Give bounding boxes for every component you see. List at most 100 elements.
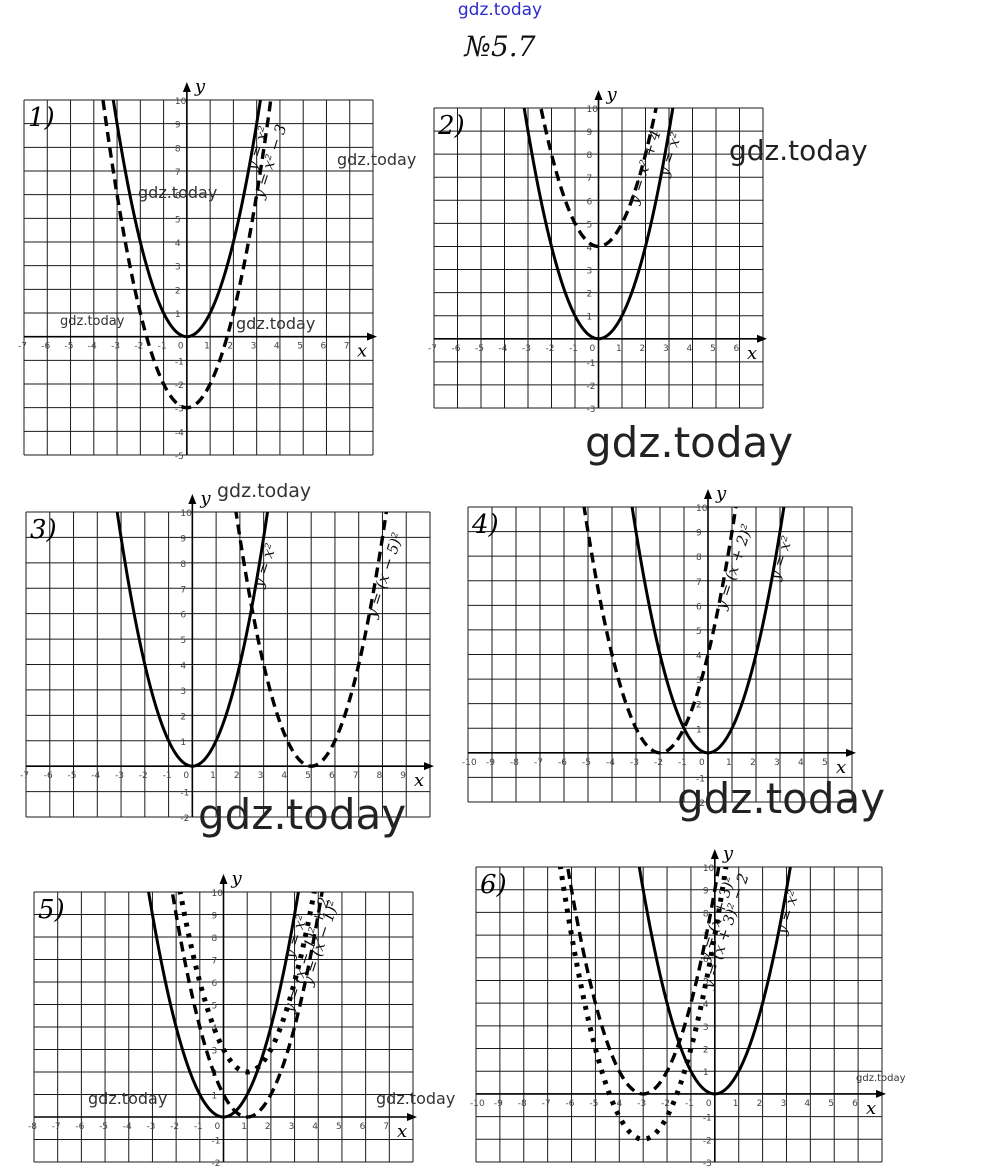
y-tick-label: -5 <box>175 452 184 462</box>
y-tick-label: 8 <box>587 151 593 161</box>
series-curve-1 <box>630 507 786 755</box>
y-tick-label: 3 <box>587 267 593 277</box>
watermark-3: gdz.today <box>60 314 125 329</box>
x-tick-label: -7 <box>20 771 29 781</box>
y-tick-label: 9 <box>703 887 709 897</box>
y-axis-arrow <box>594 90 603 100</box>
panel-label: 5) <box>38 895 65 925</box>
x-tick-label: -3 <box>146 1122 155 1132</box>
x-tick-label: 9 <box>400 771 406 781</box>
x-tick-label: 3 <box>258 771 264 781</box>
x-tick-label: -8 <box>28 1122 37 1132</box>
y-tick-label: 3 <box>703 1023 709 1033</box>
watermark-8: gdz.today <box>198 790 407 839</box>
y-tick-label: 3 <box>696 676 702 686</box>
x-tick-label: -9 <box>486 758 495 768</box>
y-axis-label: y <box>199 488 211 509</box>
header-watermark: gdz.today <box>457 0 543 20</box>
watermark-10: gdz.today <box>88 1089 168 1108</box>
y-axis-arrow <box>710 849 719 859</box>
y-axis-label: y <box>722 843 734 864</box>
x-tick-label: -6 <box>452 344 461 354</box>
y-tick-label: -2 <box>696 799 705 809</box>
x-tick-label: -8 <box>518 1099 527 1109</box>
y-tick-label: 9 <box>180 534 186 544</box>
y-tick-label: -3 <box>175 405 184 415</box>
y-tick-label: 5 <box>180 636 186 646</box>
x-axis-arrow <box>846 748 856 757</box>
y-tick-label: 6 <box>180 611 186 621</box>
x-axis-label: x <box>866 1098 876 1119</box>
y-tick-label: -4 <box>175 428 184 438</box>
watermark-11: gdz.today <box>376 1089 456 1108</box>
x-tick-label: 7 <box>353 771 359 781</box>
y-tick-label: 6 <box>696 602 702 612</box>
y-tick-label: -3 <box>703 1159 712 1169</box>
origin-label: 0 <box>215 1122 221 1132</box>
y-tick-label: 3 <box>175 263 181 273</box>
y-tick-label: 4 <box>175 239 181 249</box>
y-tick-label: 3 <box>180 687 186 697</box>
y-tick-label: 8 <box>696 553 702 563</box>
series-label-2: y = (x + 2)² <box>711 522 756 613</box>
series-curve-1 <box>522 108 675 341</box>
y-tick-label: 7 <box>587 174 593 184</box>
y-tick-label: 1 <box>703 1068 709 1078</box>
y-tick-label: -1 <box>180 789 189 799</box>
series-label-1: y = x² <box>765 534 796 583</box>
series-label-1: y = x² <box>249 541 280 590</box>
y-tick-label: 4 <box>696 652 702 662</box>
y-tick-label: -2 <box>180 814 189 824</box>
y-tick-label: 4 <box>587 243 593 253</box>
x-tick-label: -7 <box>542 1099 551 1109</box>
x-tick-label: -5 <box>582 758 591 768</box>
panel-label: 4) <box>471 510 499 540</box>
origin-label: 0 <box>699 758 705 768</box>
y-tick-label: 1 <box>696 725 702 735</box>
series-curve-2 <box>539 108 658 249</box>
y-tick-label: 2 <box>175 286 181 296</box>
x-tick-label: -10 <box>470 1099 485 1109</box>
y-tick-label: 3 <box>212 1047 218 1057</box>
series-curve-2 <box>565 867 721 1096</box>
y-axis-arrow <box>182 82 191 92</box>
x-axis-label: x <box>397 1121 407 1142</box>
x-tick-label: -2 <box>546 344 555 354</box>
origin-label: 0 <box>590 344 596 354</box>
y-tick-label: 2 <box>587 290 593 300</box>
watermark-4: gdz.today <box>236 314 316 333</box>
watermark-9: gdz.today <box>677 774 886 823</box>
x-tick-label: 1 <box>733 1099 739 1109</box>
y-tick-label: 9 <box>175 121 181 131</box>
x-tick-label: -3 <box>111 342 120 352</box>
x-tick-label: 4 <box>804 1099 810 1109</box>
chart-panel-4: -10 -9 -8 -7 -6 -5 -4 -3 -2 -1 1 2 3 4 5 -2 -1 1 2 3 4 5 6 7 8 9 1… <box>462 483 856 809</box>
x-tick-label: -1 <box>158 342 167 352</box>
x-tick-label: -2 <box>139 771 148 781</box>
x-tick-label: -2 <box>654 758 663 768</box>
x-axis-label: x <box>836 757 846 778</box>
x-tick-label: -1 <box>678 758 687 768</box>
series-curve-1 <box>637 867 792 1096</box>
series-curve-2 <box>582 507 738 755</box>
panel-label: 3) <box>30 515 57 545</box>
x-tick-label: -3 <box>637 1099 646 1109</box>
y-tick-label: 8 <box>175 144 181 154</box>
series-curve-1 <box>147 892 300 1119</box>
x-tick-label: 3 <box>289 1122 295 1132</box>
x-tick-label: 2 <box>227 342 233 352</box>
x-axis-arrow <box>407 1113 417 1121</box>
x-tick-label: -3 <box>522 344 531 354</box>
y-tick-label: 1 <box>587 313 593 323</box>
x-tick-label: -7 <box>534 758 543 768</box>
x-tick-label: 2 <box>750 758 756 768</box>
task-number: №5.7 <box>464 30 536 63</box>
y-tick-label: 1 <box>175 310 181 320</box>
x-tick-label: 6 <box>360 1122 366 1132</box>
y-axis-label: y <box>231 868 243 889</box>
y-tick-label: -1 <box>587 359 596 369</box>
panel-label: 1) <box>28 103 55 133</box>
x-tick-label: -1 <box>685 1099 694 1109</box>
y-tick-label: 9 <box>696 529 702 539</box>
y-tick-label: 6 <box>703 955 709 965</box>
